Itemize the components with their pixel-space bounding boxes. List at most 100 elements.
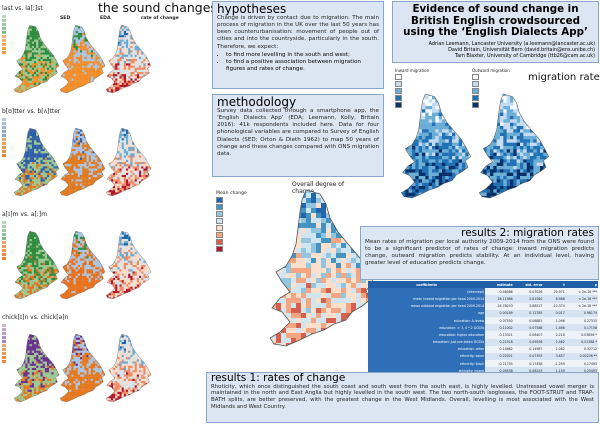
map-region bbox=[64, 52, 68, 55]
map-region bbox=[29, 91, 32, 93]
map-region bbox=[60, 131, 63, 134]
map-region bbox=[60, 46, 61, 49]
map-region bbox=[117, 151, 120, 154]
map-region bbox=[42, 172, 45, 176]
map-region bbox=[86, 192, 89, 195]
map-region bbox=[73, 136, 76, 139]
map-region bbox=[54, 50, 56, 52]
map-region bbox=[69, 159, 72, 163]
map-region bbox=[95, 183, 98, 186]
map-region bbox=[106, 46, 109, 49]
map-region bbox=[93, 50, 96, 53]
map-region bbox=[106, 67, 109, 70]
map-region bbox=[128, 30, 131, 34]
map-region bbox=[113, 192, 116, 195]
map-region bbox=[42, 232, 45, 235]
map-region bbox=[10, 175, 12, 177]
map-region bbox=[64, 63, 68, 66]
map-region bbox=[102, 175, 104, 177]
map-region bbox=[141, 35, 144, 38]
map-region bbox=[106, 153, 107, 156]
map-region bbox=[40, 183, 43, 186]
map-region bbox=[34, 72, 37, 75]
map-region bbox=[60, 61, 63, 64]
map-region bbox=[23, 67, 26, 70]
map-region bbox=[60, 59, 63, 62]
map-region bbox=[100, 188, 102, 190]
map-region bbox=[121, 181, 124, 184]
map-region bbox=[71, 46, 74, 49]
map-region bbox=[27, 241, 30, 244]
map-region bbox=[64, 72, 68, 75]
map-region bbox=[23, 249, 26, 253]
map-region bbox=[108, 43, 111, 47]
map-region bbox=[132, 63, 135, 66]
map-region bbox=[108, 72, 111, 75]
map-region bbox=[34, 249, 37, 253]
map-region bbox=[21, 256, 24, 259]
map-region bbox=[60, 65, 63, 68]
map-region bbox=[14, 249, 17, 253]
map-region bbox=[80, 87, 83, 90]
map-region bbox=[16, 254, 19, 257]
map-region bbox=[77, 30, 81, 34]
map-region bbox=[25, 131, 28, 134]
map-region bbox=[115, 25, 118, 27]
map-region bbox=[145, 164, 148, 167]
map-region bbox=[110, 87, 114, 90]
map-region bbox=[38, 61, 41, 64]
map-region bbox=[42, 91, 45, 93]
map-region bbox=[84, 149, 87, 152]
map-region bbox=[14, 153, 15, 156]
map-region bbox=[123, 172, 127, 176]
map-region bbox=[54, 169, 56, 171]
map-region bbox=[88, 175, 91, 178]
map-region bbox=[38, 258, 41, 261]
map-region bbox=[21, 146, 24, 150]
map-region bbox=[115, 87, 118, 90]
map-region bbox=[53, 72, 56, 75]
map-region bbox=[141, 175, 144, 178]
map-region bbox=[126, 30, 129, 34]
map-region bbox=[136, 78, 140, 81]
map-region bbox=[77, 142, 81, 145]
map-region bbox=[10, 164, 12, 166]
map-region bbox=[56, 188, 58, 190]
map-region bbox=[149, 76, 152, 79]
map-region bbox=[29, 59, 32, 62]
map-region bbox=[16, 30, 19, 34]
map-region bbox=[93, 91, 96, 93]
map-region bbox=[27, 153, 30, 156]
map-region bbox=[56, 177, 58, 179]
map-region bbox=[113, 65, 116, 68]
map-region bbox=[69, 43, 72, 47]
map-region bbox=[77, 59, 81, 62]
map-region bbox=[36, 87, 39, 90]
map-region bbox=[113, 166, 116, 169]
map-region bbox=[25, 76, 28, 79]
map-region bbox=[27, 179, 30, 182]
map-region bbox=[38, 247, 41, 250]
map-region bbox=[106, 133, 107, 137]
map-region bbox=[110, 30, 114, 34]
map-region bbox=[88, 168, 91, 171]
map-region bbox=[67, 164, 70, 167]
map-region bbox=[141, 131, 144, 134]
map-region bbox=[36, 231, 39, 233]
map-region bbox=[62, 50, 65, 53]
map-region bbox=[143, 151, 146, 154]
map-region bbox=[44, 153, 48, 156]
map-region bbox=[36, 48, 39, 51]
map-region bbox=[10, 182, 12, 184]
map-region bbox=[42, 239, 45, 242]
map-region bbox=[49, 183, 52, 186]
map-region bbox=[108, 175, 111, 178]
map-region bbox=[123, 129, 127, 132]
map-region bbox=[77, 153, 81, 156]
map-region bbox=[82, 48, 85, 51]
map-region bbox=[10, 59, 12, 61]
map-region bbox=[106, 157, 107, 160]
map-region bbox=[102, 186, 104, 188]
map-region bbox=[119, 157, 122, 160]
map-region bbox=[97, 61, 100, 64]
